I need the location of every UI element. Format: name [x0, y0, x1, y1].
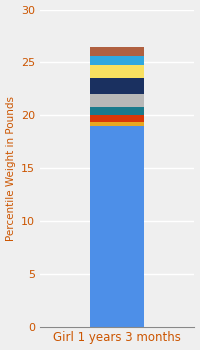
Bar	[90, 107, 144, 115]
Bar	[90, 115, 144, 121]
Y-axis label: Percentile Weight in Pounds: Percentile Weight in Pounds	[6, 96, 16, 240]
Bar	[90, 47, 144, 56]
Bar	[90, 56, 144, 64]
Bar	[90, 78, 144, 94]
Bar	[90, 121, 144, 126]
Bar	[90, 126, 144, 327]
Bar	[90, 94, 144, 107]
Bar	[90, 64, 144, 78]
